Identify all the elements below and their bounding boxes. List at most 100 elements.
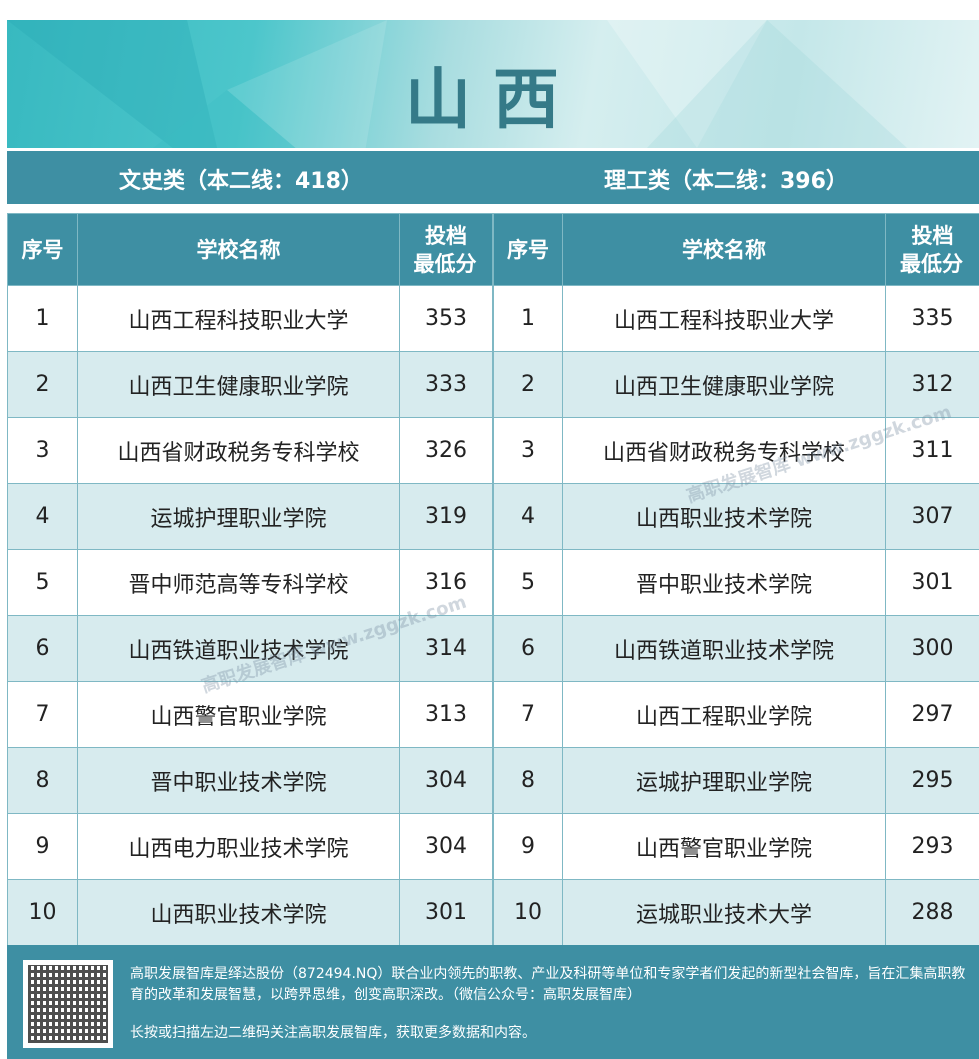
cell-school: 晋中师范高等专科学校 [77, 549, 400, 616]
cell-index: 4 [7, 483, 78, 550]
table-row: 8 晋中职业技术学院 304 [7, 747, 493, 814]
qr-code [23, 960, 113, 1048]
cell-index: 5 [7, 549, 78, 616]
cell-score: 316 [399, 549, 493, 616]
cell-index: 1 [7, 285, 78, 352]
cell-index: 9 [7, 813, 78, 880]
cell-score: 288 [885, 879, 979, 946]
cell-school: 山西警官职业学院 [562, 813, 886, 880]
table-row: 2 山西卫生健康职业学院 312 [493, 351, 979, 418]
table-row: 7 山西工程职业学院 297 [493, 681, 979, 748]
footer: 高职发展智库是绎达股份（872494.NQ）联合业内领先的职教、产业及科研等单位… [7, 945, 979, 1059]
table-row: 1 山西工程科技职业大学 335 [493, 285, 979, 352]
right-heading: 理工类（本二线：396） [604, 169, 848, 194]
cell-score: 312 [885, 351, 979, 418]
cell-school: 运城职业技术大学 [562, 879, 886, 946]
cell-school: 运城护理职业学院 [77, 483, 400, 550]
col-score: 投档最低分 [885, 213, 979, 286]
header-row: 序号 学校名称 投档最低分 [7, 213, 493, 286]
cell-score: 293 [885, 813, 979, 880]
title-banner: 山西 [7, 20, 979, 148]
footer-description: 高职发展智库是绎达股份（872494.NQ）联合业内领先的职教、产业及科研等单位… [130, 966, 966, 1003]
cell-score: 319 [399, 483, 493, 550]
header-row: 序号 学校名称 投档最低分 [493, 213, 979, 286]
cell-index: 3 [7, 417, 78, 484]
polygon-background [7, 20, 907, 148]
cell-school: 晋中职业技术学院 [77, 747, 400, 814]
cell-score: 297 [885, 681, 979, 748]
table-row: 10 山西职业技术学院 301 [7, 879, 493, 946]
cell-index: 4 [493, 483, 563, 550]
table-row: 4 运城护理职业学院 319 [7, 483, 493, 550]
cell-index: 6 [493, 615, 563, 682]
col-school: 学校名称 [77, 213, 400, 286]
table-row: 6 山西铁道职业技术学院 314 [7, 615, 493, 682]
cell-score: 326 [399, 417, 493, 484]
cell-school: 山西职业技术学院 [77, 879, 400, 946]
cell-school: 山西电力职业技术学院 [77, 813, 400, 880]
table-row: 10 运城职业技术大学 288 [493, 879, 979, 946]
page-title: 山西 [405, 61, 581, 138]
left-table: 序号 学校名称 投档最低分 1 山西工程科技职业大学 353 2 山西卫生健康职业学院 333 3… [7, 213, 493, 946]
col-index: 序号 [493, 213, 563, 286]
cell-school: 山西省财政税务专科学校 [562, 417, 886, 484]
cell-school: 山西警官职业学院 [77, 681, 400, 748]
cell-index: 1 [493, 285, 563, 352]
table-row: 3 山西省财政税务专科学校 326 [7, 417, 493, 484]
table-row: 2 山西卫生健康职业学院 333 [7, 351, 493, 418]
footer-cta: 长按或扫描左边二维码关注高职发展智库，获取更多数据和内容。 [130, 1025, 536, 1041]
col-index: 序号 [7, 213, 78, 286]
table-row: 1 山西工程科技职业大学 353 [7, 285, 493, 352]
cell-index: 7 [493, 681, 563, 748]
cell-score: 307 [885, 483, 979, 550]
cell-school: 晋中职业技术学院 [562, 549, 886, 616]
cell-index: 6 [7, 615, 78, 682]
cell-score: 333 [399, 351, 493, 418]
cell-score: 313 [399, 681, 493, 748]
col-score-label: 投档最低分 [413, 223, 477, 276]
table-row: 4 山西职业技术学院 307 [493, 483, 979, 550]
cell-school: 山西工程科技职业大学 [77, 285, 400, 352]
table-row: 7 山西警官职业学院 313 [7, 681, 493, 748]
right-table: 序号 学校名称 投档最低分 1 山西工程科技职业大学 335 2 山西卫生健康职业学院 312 3… [493, 213, 979, 946]
cell-score: 300 [885, 615, 979, 682]
cell-index: 10 [493, 879, 563, 946]
col-school: 学校名称 [562, 213, 886, 286]
cell-index: 3 [493, 417, 563, 484]
cell-index: 8 [493, 747, 563, 814]
left-heading: 文史类（本二线：418） [119, 169, 363, 194]
cell-score: 314 [399, 615, 493, 682]
cell-index: 5 [493, 549, 563, 616]
cell-score: 304 [399, 747, 493, 814]
cell-school: 山西工程科技职业大学 [562, 285, 886, 352]
table-row: 9 山西警官职业学院 293 [493, 813, 979, 880]
category-bar: 文史类（本二线：418） 理工类（本二线：396） [7, 151, 979, 204]
table-row: 3 山西省财政税务专科学校 311 [493, 417, 979, 484]
cell-index: 7 [7, 681, 78, 748]
col-score: 投档最低分 [399, 213, 493, 286]
table-row: 5 晋中职业技术学院 301 [493, 549, 979, 616]
cell-index: 9 [493, 813, 563, 880]
cell-score: 295 [885, 747, 979, 814]
cell-school: 山西职业技术学院 [562, 483, 886, 550]
table-row: 9 山西电力职业技术学院 304 [7, 813, 493, 880]
cell-school: 山西工程职业学院 [562, 681, 886, 748]
cell-index: 10 [7, 879, 78, 946]
cell-score: 311 [885, 417, 979, 484]
cell-score: 304 [399, 813, 493, 880]
table-row: 8 运城护理职业学院 295 [493, 747, 979, 814]
cell-school: 山西省财政税务专科学校 [77, 417, 400, 484]
cell-score: 353 [399, 285, 493, 352]
cell-school: 运城护理职业学院 [562, 747, 886, 814]
cell-score: 335 [885, 285, 979, 352]
cell-school: 山西铁道职业技术学院 [562, 615, 886, 682]
cell-index: 8 [7, 747, 78, 814]
cell-score: 301 [885, 549, 979, 616]
cell-score: 301 [399, 879, 493, 946]
col-score-label: 投档最低分 [899, 223, 963, 276]
cell-school: 山西卫生健康职业学院 [77, 351, 400, 418]
table-row: 6 山西铁道职业技术学院 300 [493, 615, 979, 682]
cell-index: 2 [493, 351, 563, 418]
cell-index: 2 [7, 351, 78, 418]
cell-school: 山西卫生健康职业学院 [562, 351, 886, 418]
